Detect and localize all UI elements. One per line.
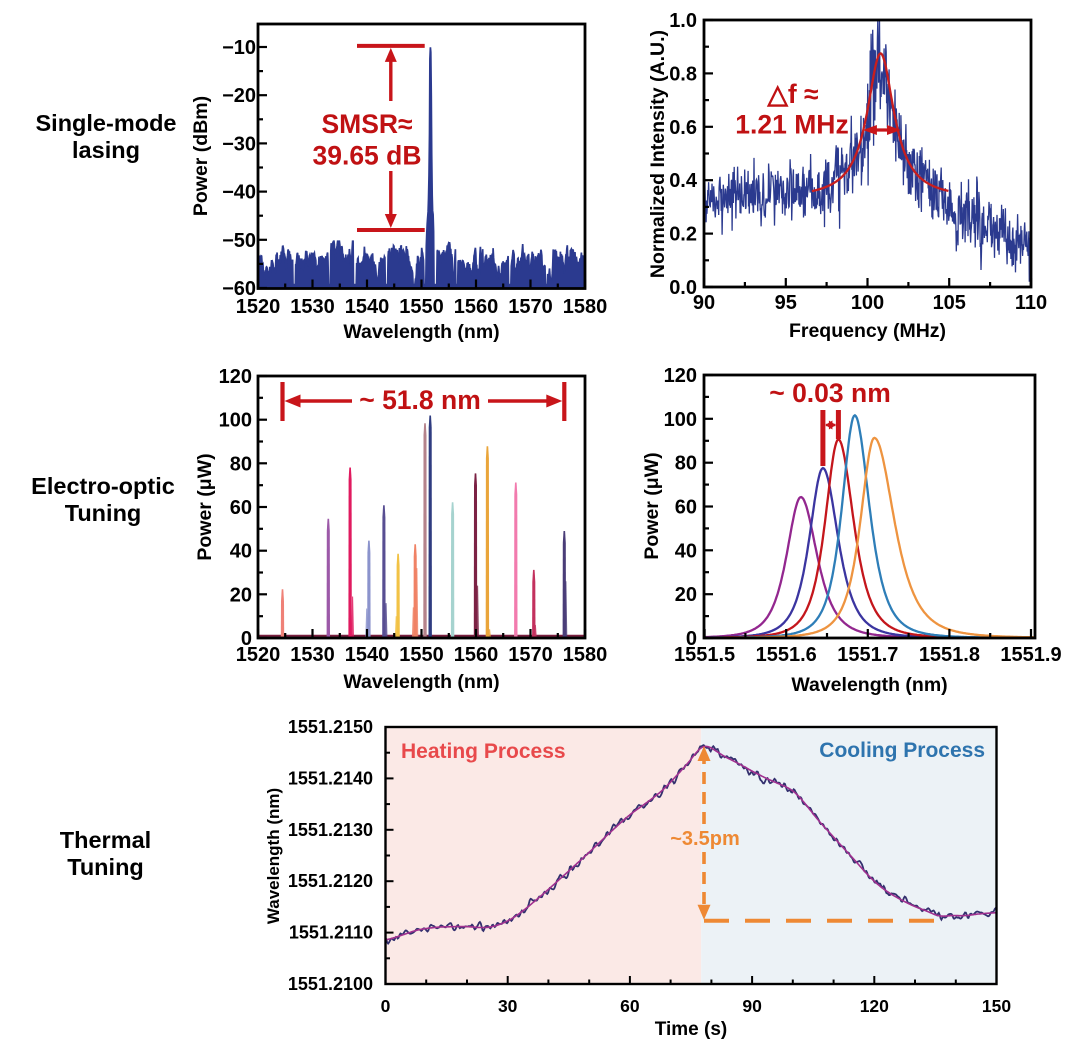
svg-text:Electro-optic: Electro-optic — [31, 473, 175, 499]
svg-text:−60: −60 — [222, 278, 256, 300]
svg-text:100: 100 — [851, 292, 884, 314]
svg-text:20: 20 — [675, 584, 697, 606]
svg-text:100: 100 — [664, 409, 697, 431]
svg-text:−10: −10 — [222, 37, 256, 59]
svg-text:1520: 1520 — [236, 296, 281, 318]
svg-text:105: 105 — [933, 292, 966, 314]
svg-text:△f ≈: △f ≈ — [766, 79, 818, 109]
svg-text:60: 60 — [230, 497, 252, 519]
svg-text:1551.2120: 1551.2120 — [288, 871, 373, 891]
svg-text:0: 0 — [686, 628, 697, 650]
svg-text:1551.2110: 1551.2110 — [289, 923, 373, 943]
svg-text:100: 100 — [219, 410, 252, 432]
svg-text:1551.2130: 1551.2130 — [288, 820, 373, 840]
svg-text:80: 80 — [675, 453, 697, 475]
svg-text:1530: 1530 — [290, 296, 335, 318]
svg-text:30: 30 — [498, 996, 518, 1016]
svg-text:40: 40 — [230, 541, 252, 563]
svg-text:60: 60 — [675, 497, 697, 519]
svg-text:Wavelength (nm): Wavelength (nm) — [343, 671, 499, 693]
svg-text:1540: 1540 — [345, 296, 390, 318]
svg-text:−40: −40 — [222, 182, 256, 204]
svg-text:120: 120 — [219, 366, 252, 388]
svg-text:Tuning: Tuning — [67, 854, 144, 880]
svg-text:SMSR≈: SMSR≈ — [321, 109, 412, 139]
svg-text:1551.9: 1551.9 — [1000, 644, 1061, 666]
svg-text:1.0: 1.0 — [669, 10, 697, 32]
svg-text:0.6: 0.6 — [669, 117, 697, 139]
svg-text:Power (μW): Power (μW) — [641, 452, 663, 559]
svg-text:0: 0 — [241, 628, 252, 650]
svg-text:Wavelength (nm): Wavelength (nm) — [264, 788, 283, 924]
svg-text:0.8: 0.8 — [669, 63, 697, 85]
svg-text:−50: −50 — [222, 230, 256, 252]
svg-text:1.21 MHz: 1.21 MHz — [735, 110, 848, 140]
svg-text:80: 80 — [230, 453, 252, 475]
svg-text:0.4: 0.4 — [669, 170, 698, 192]
svg-text:~ 0.03 nm: ~ 0.03 nm — [769, 378, 891, 408]
svg-text:1580: 1580 — [563, 644, 608, 666]
svg-text:Power (dBm): Power (dBm) — [190, 96, 212, 216]
svg-text:150: 150 — [982, 996, 1011, 1016]
svg-text:lasing: lasing — [72, 137, 140, 163]
svg-text:Normalized Intensity (A.U.): Normalized Intensity (A.U.) — [647, 30, 669, 278]
svg-text:1570: 1570 — [508, 296, 553, 318]
svg-text:1520: 1520 — [236, 644, 281, 666]
svg-text:1530: 1530 — [290, 644, 335, 666]
svg-text:60: 60 — [620, 996, 640, 1016]
svg-text:39.65 dB: 39.65 dB — [312, 141, 421, 171]
svg-text:1540: 1540 — [345, 644, 390, 666]
svg-text:120: 120 — [860, 996, 889, 1016]
svg-text:0.2: 0.2 — [669, 224, 697, 246]
svg-text:1580: 1580 — [563, 296, 608, 318]
svg-text:40: 40 — [675, 540, 697, 562]
svg-text:120: 120 — [664, 365, 697, 387]
svg-text:20: 20 — [230, 584, 252, 606]
svg-text:1560: 1560 — [454, 644, 499, 666]
svg-text:Power (μW): Power (μW) — [194, 453, 216, 560]
svg-text:Cooling Process: Cooling Process — [819, 739, 985, 762]
svg-text:Wavelength (nm): Wavelength (nm) — [343, 321, 499, 343]
svg-text:1551.8: 1551.8 — [919, 644, 980, 666]
svg-text:Frequency (MHz): Frequency (MHz) — [789, 320, 946, 342]
svg-text:110: 110 — [1015, 292, 1047, 314]
svg-text:1551.2140: 1551.2140 — [288, 768, 373, 788]
svg-text:Time (s): Time (s) — [655, 1019, 728, 1039]
svg-text:Single-mode: Single-mode — [35, 110, 176, 136]
svg-text:~ 51.8 nm: ~ 51.8 nm — [359, 385, 481, 415]
svg-text:1551.2100: 1551.2100 — [288, 974, 373, 994]
svg-text:Tuning: Tuning — [65, 500, 142, 526]
svg-text:Heating Process: Heating Process — [401, 740, 566, 763]
svg-text:0: 0 — [381, 996, 391, 1016]
svg-text:1551.5: 1551.5 — [674, 644, 735, 666]
svg-text:1551.2150: 1551.2150 — [288, 717, 373, 737]
svg-text:~3.5pm: ~3.5pm — [670, 828, 739, 850]
svg-text:95: 95 — [775, 292, 797, 314]
svg-text:90: 90 — [742, 996, 762, 1016]
svg-text:1560: 1560 — [454, 296, 499, 318]
svg-text:1550: 1550 — [399, 644, 444, 666]
svg-text:−20: −20 — [222, 85, 256, 107]
svg-text:1551.7: 1551.7 — [837, 644, 898, 666]
svg-text:Thermal: Thermal — [60, 827, 151, 853]
svg-text:1570: 1570 — [508, 644, 553, 666]
svg-text:Wavelength (nm): Wavelength (nm) — [791, 674, 947, 696]
svg-text:0.0: 0.0 — [669, 277, 697, 299]
svg-text:90: 90 — [693, 292, 715, 314]
svg-text:1551.6: 1551.6 — [756, 644, 817, 666]
svg-text:−30: −30 — [222, 133, 256, 155]
svg-text:1550: 1550 — [399, 296, 444, 318]
